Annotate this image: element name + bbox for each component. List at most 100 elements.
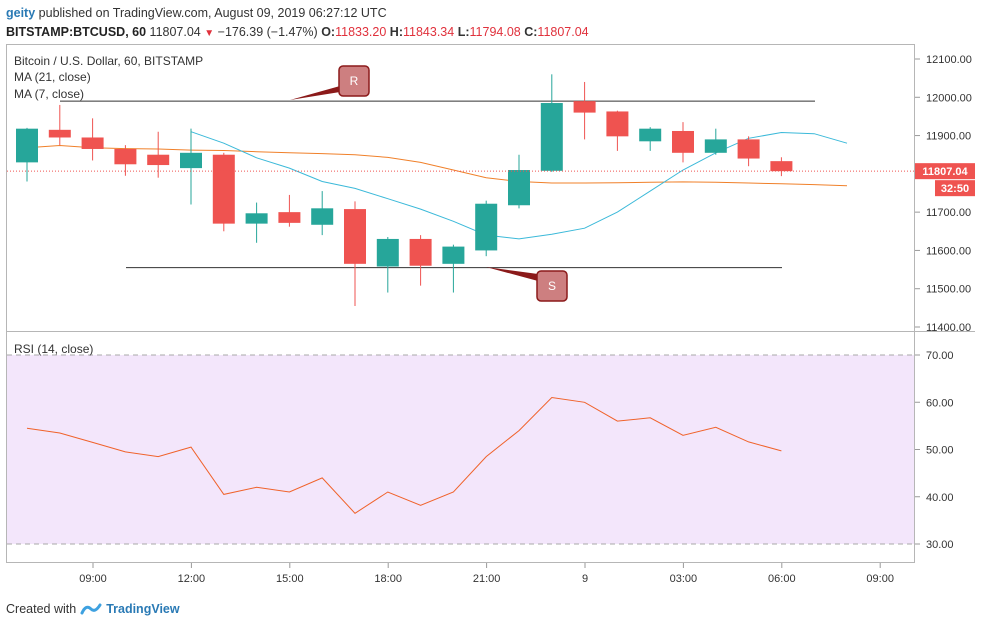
legend-title: Bitcoin / U.S. Dollar, 60, BITSTAMP: [14, 54, 203, 68]
candle-body: [672, 130, 694, 153]
price-tick-label: 11600.00: [926, 245, 971, 257]
candle[interactable]: [704, 128, 727, 155]
candle-body: [147, 154, 170, 166]
ma21-line: [26, 144, 848, 187]
candle-body: [639, 128, 662, 142]
price-tick-label: 11700.00: [926, 207, 971, 219]
publish-info: published on TradingView.com, August 09,…: [38, 6, 387, 20]
candle[interactable]: [212, 152, 235, 232]
candle[interactable]: [278, 194, 301, 227]
candle[interactable]: [737, 136, 760, 167]
rsi-tick-label: 40.00: [926, 492, 954, 504]
candle-body: [180, 152, 202, 169]
last-price-badge-text: 11807.04: [922, 166, 968, 178]
high-value: 11843.34: [403, 25, 455, 39]
candle-body: [540, 103, 563, 171]
candle-body: [376, 238, 399, 267]
candle[interactable]: [573, 81, 596, 140]
rsi-tick-label: 50.00: [926, 445, 954, 457]
candle[interactable]: [376, 237, 399, 293]
candle[interactable]: [639, 127, 662, 151]
candle-body: [81, 137, 104, 149]
last-price: 11807.04: [149, 25, 201, 39]
resistance-callout-pointer: [290, 86, 340, 100]
price-tick-label: 12100.00: [926, 54, 972, 66]
candle[interactable]: [147, 131, 170, 178]
candle[interactable]: [475, 200, 498, 257]
candle-body: [245, 213, 268, 224]
ohlc-line: BITSTAMP:BTCUSD, 60 11807.04 ▼ −176.39 (…: [6, 23, 589, 43]
down-arrow-icon: ▼: [204, 28, 215, 39]
time-tick-label: 09:00: [866, 573, 894, 585]
price-tick-label: 12000.00: [926, 92, 972, 104]
candle-body: [278, 212, 301, 223]
time-tick-label: 15:00: [276, 573, 304, 585]
candle[interactable]: [81, 118, 104, 161]
candle-body: [344, 209, 366, 264]
time-tick-label: 12:00: [178, 573, 206, 585]
countdown-badge: [935, 180, 975, 197]
created-with-text: Created with: [6, 602, 77, 616]
candle[interactable]: [16, 127, 38, 182]
symbol-label: BITSTAMP:BTCUSD, 60: [6, 25, 147, 39]
support-callout-pointer: [486, 267, 538, 281]
rsi-tick-label: 70.00: [926, 350, 954, 362]
candle[interactable]: [114, 145, 137, 176]
candle-body: [508, 170, 530, 206]
candle-body: [606, 111, 629, 137]
tradingview-logo-icon: [80, 603, 102, 615]
high-label: H:: [389, 25, 403, 39]
candle[interactable]: [409, 235, 432, 286]
candle[interactable]: [606, 110, 629, 151]
candle[interactable]: [442, 244, 465, 293]
candle[interactable]: [770, 157, 793, 177]
rsi-tick-label: 60.00: [926, 397, 954, 409]
close-value: 11807.04: [537, 25, 589, 39]
candle-body: [770, 161, 793, 172]
time-tick-label: 06:00: [768, 573, 796, 585]
candle[interactable]: [344, 201, 366, 306]
candle-body: [737, 139, 760, 159]
rsi-tick-label: 30.00: [926, 539, 954, 551]
candle[interactable]: [508, 154, 530, 209]
support-callout-box[interactable]: [536, 270, 568, 302]
price-tick-label: 11500.00: [926, 284, 971, 296]
open-value: 11833.20: [335, 25, 387, 39]
candle-body: [48, 129, 71, 138]
rsi-band: [7, 355, 914, 544]
time-tick-label: 18:00: [374, 573, 402, 585]
candle[interactable]: [48, 104, 71, 146]
rsi-line: [26, 396, 782, 514]
candle[interactable]: [672, 122, 694, 163]
time-tick-label: 9: [582, 573, 588, 585]
open-label: O:: [321, 25, 336, 39]
support-label: S: [548, 279, 556, 293]
candle-body: [704, 139, 727, 153]
price-tick-label: 11400.00: [926, 322, 971, 334]
candle-body: [212, 154, 235, 224]
resistance-callout-box[interactable]: [338, 65, 370, 97]
candle-body: [409, 238, 432, 266]
legend-ma7[interactable]: MA (7, close): [14, 87, 84, 101]
low-value: 11794.08: [469, 25, 521, 39]
candle-body: [16, 128, 38, 163]
publish-line: geity published on TradingView.com, Augu…: [6, 4, 589, 23]
legend-rsi[interactable]: RSI (14, close): [14, 342, 93, 356]
candle[interactable]: [180, 128, 202, 205]
candle-body: [573, 101, 596, 113]
tradingview-brand[interactable]: TradingView: [106, 602, 180, 616]
publisher-username[interactable]: geity: [6, 6, 36, 20]
time-tick-label: 09:00: [79, 573, 107, 585]
candle[interactable]: [540, 74, 563, 172]
candle-body: [114, 148, 137, 165]
candle[interactable]: [245, 202, 268, 243]
countdown-badge-text: 32:50: [941, 183, 969, 195]
candle-body: [475, 203, 498, 251]
close-label: C:: [524, 25, 538, 39]
time-tick-label: 21:00: [473, 573, 501, 585]
candle[interactable]: [311, 191, 334, 236]
last-price-badge: [915, 163, 975, 180]
resistance-label: R: [350, 74, 359, 88]
legend-ma21[interactable]: MA (21, close): [14, 70, 91, 84]
